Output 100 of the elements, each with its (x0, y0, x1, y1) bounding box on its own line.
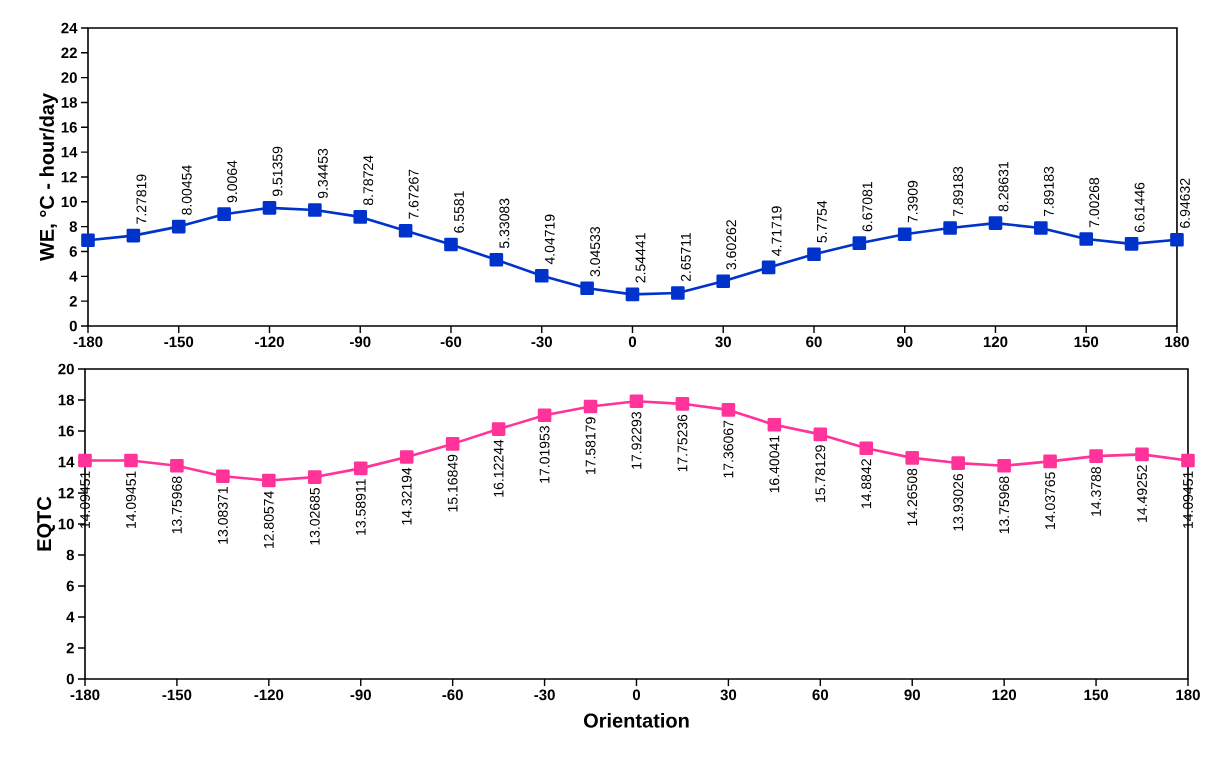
data-label: 12.80574 (263, 491, 274, 549)
point (813, 427, 828, 442)
x-tick-label: 90 (896, 336, 913, 348)
point (307, 470, 322, 484)
point (262, 201, 277, 215)
x-tick-label: 60 (812, 689, 829, 701)
point (78, 453, 92, 468)
data-label: 17.36067 (723, 420, 734, 478)
data-label: 6.5581 (454, 191, 464, 233)
point (126, 228, 141, 243)
y-tick-label: 8 (66, 549, 75, 561)
point (1181, 453, 1195, 468)
point (629, 394, 644, 408)
x-tick-label: -120 (254, 689, 284, 701)
x-tick-label: 0 (632, 689, 641, 701)
x-tick-label: 90 (904, 689, 920, 701)
x-tick-label: -150 (162, 689, 192, 701)
y-tick-label: 10 (58, 518, 74, 530)
x-tick-label: -60 (440, 336, 462, 348)
data-label: 7.27819 (136, 174, 147, 224)
point (170, 458, 184, 473)
data-label: 3.60262 (726, 220, 737, 270)
point (537, 408, 552, 422)
data-label: 5.7754 (817, 200, 827, 243)
data-label: 13.08371 (217, 487, 228, 544)
data-label: 7.00268 (1089, 177, 1100, 228)
point (1124, 237, 1139, 251)
y-tick-label: 6 (69, 246, 77, 257)
data-label: 7.3909 (907, 180, 918, 223)
point (216, 469, 230, 483)
data-label: 2.65711 (680, 232, 691, 282)
x-tick-label: 180 (1176, 689, 1200, 701)
x-tick-label: -180 (73, 336, 103, 348)
point (534, 268, 549, 283)
data-label: 7.67267 (408, 169, 419, 219)
x-tick-label: 30 (720, 689, 737, 701)
point (1135, 447, 1149, 462)
y-tick-label: 10 (61, 196, 77, 208)
data-label: 14.3788 (1091, 466, 1102, 516)
y-tick-label: 12 (61, 171, 77, 183)
point (671, 286, 685, 300)
data-label: 14.09451 (126, 471, 136, 529)
data-label: 3.04533 (590, 227, 601, 277)
data-label: 14.8842 (861, 459, 872, 509)
point (491, 422, 506, 436)
point (859, 441, 874, 456)
x-tick-label: 0 (628, 336, 637, 348)
point (583, 399, 598, 414)
point (124, 453, 138, 468)
data-label: 6.94632 (1180, 178, 1190, 228)
data-label: 14.26508 (907, 468, 918, 526)
point (445, 437, 460, 451)
x-tick-label: 120 (983, 336, 1008, 348)
y-tick-label: 20 (61, 72, 77, 83)
y-tick-label: 4 (69, 271, 78, 282)
x-tick-label: 120 (992, 689, 1017, 701)
data-label: 13.58911 (355, 479, 366, 535)
data-label: 9.51359 (272, 146, 283, 197)
point (1170, 232, 1184, 247)
data-label: 17.92293 (631, 412, 642, 469)
point (767, 417, 782, 432)
x-tick-label: 30 (715, 336, 731, 348)
y-tick-label: 18 (58, 394, 75, 406)
point (675, 397, 690, 411)
y-tick-label: 2 (69, 295, 77, 307)
x-tick-label: -60 (442, 689, 463, 701)
data-label: 4.71719 (771, 206, 782, 256)
data-label: 16.12244 (493, 439, 504, 497)
point (897, 227, 912, 242)
point (171, 219, 186, 234)
data-label: 5.33083 (499, 198, 510, 249)
point (905, 451, 920, 465)
y-tick-label: 12 (58, 487, 74, 499)
data-label: 7.89183 (1043, 166, 1054, 217)
y-tick-label: 16 (58, 425, 74, 437)
data-label: 13.93026 (953, 473, 964, 531)
point (398, 223, 413, 238)
x-tick-label: -30 (534, 689, 555, 701)
point (217, 207, 231, 221)
data-label: 15.16849 (447, 454, 458, 512)
y-tick-label: 22 (61, 47, 77, 59)
x-tick-label: -120 (255, 336, 284, 348)
data-label: 17.58179 (585, 417, 596, 475)
point (580, 281, 594, 295)
point (943, 221, 957, 235)
x-tick-label: -90 (349, 336, 371, 348)
point (716, 274, 731, 289)
point (761, 260, 776, 275)
y-tick-label: 14 (61, 147, 78, 158)
x-tick-label: -180 (70, 689, 100, 701)
x-tick-label: 60 (806, 336, 822, 348)
point (1043, 454, 1057, 469)
point (353, 210, 368, 224)
x-tick-label: -30 (531, 336, 552, 348)
data-label: 7.89183 (953, 166, 964, 217)
x-tick-label: 180 (1165, 336, 1189, 348)
x-tick-label: 150 (1074, 336, 1099, 348)
y-tick-label: 14 (58, 456, 75, 468)
point (721, 403, 736, 417)
x-tick-label: -90 (350, 689, 371, 701)
